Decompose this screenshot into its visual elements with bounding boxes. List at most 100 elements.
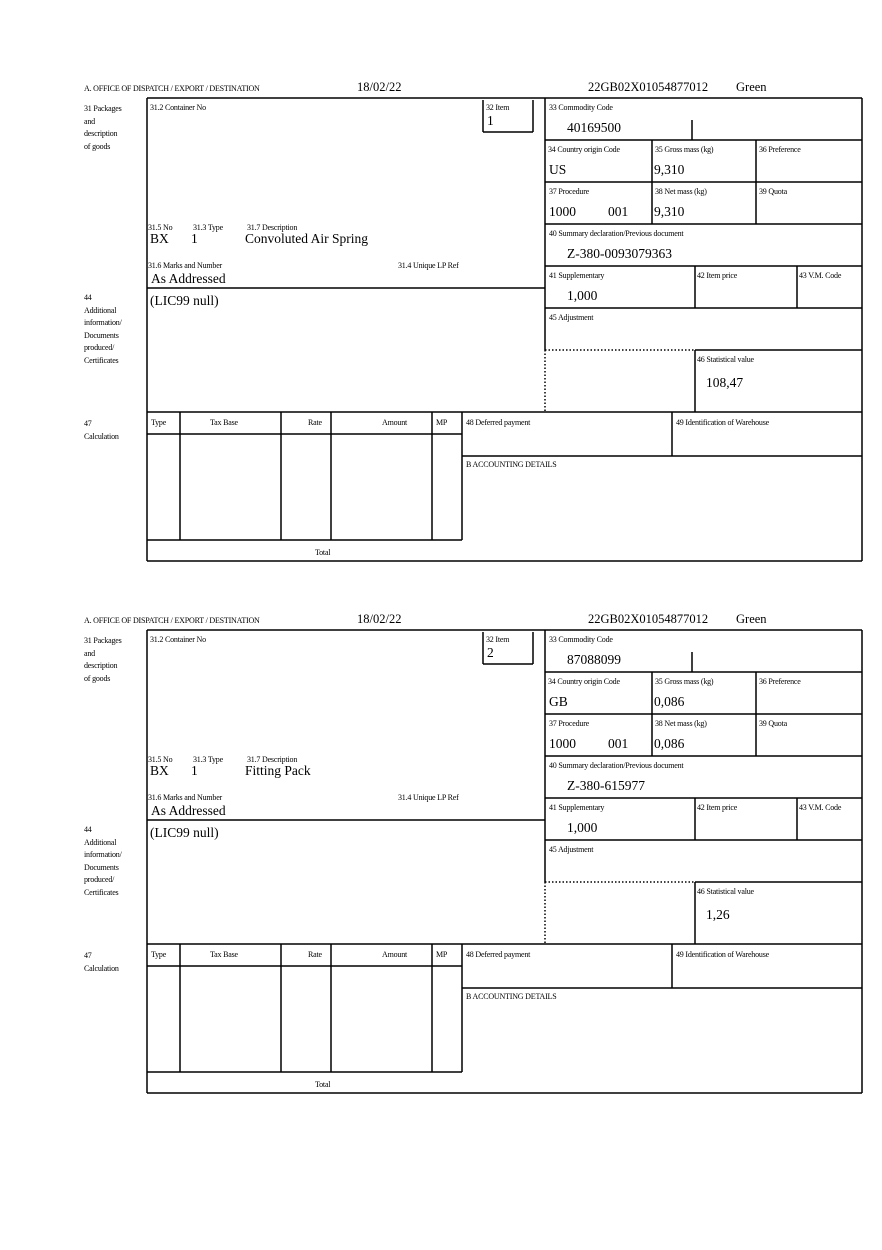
adjustment-label: 45 Adjustment [549,313,594,322]
unique-ref-label: 31.4 Unique LP Ref [398,793,459,802]
summary-doc-value: Z-380-0093079363 [567,246,672,261]
adjustment-label: 45 Adjustment [549,845,594,854]
procedure-value: 1000 [549,204,576,219]
summary-declaration-label: 40 Summary declaration/Previous document [549,761,684,770]
country-origin-label: 34 Country origin Code [548,677,620,686]
net-mass-label: 38 Net mass (kg) [655,187,707,196]
pkg-type-value: 1 [191,231,198,246]
route-value: Green [736,80,767,94]
pkg-no-label: 31.5 No [148,223,173,232]
statistical-value-label: 46 Statistical value [697,887,754,896]
supplementary-label: 41 Supplementary [549,803,605,812]
route-value: Green [736,612,767,626]
calc-tax-base-header: Tax Base [210,950,238,959]
country-origin-value: GB [549,694,568,709]
statistical-value-label: 46 Statistical value [697,355,754,364]
description-value: Convoluted Air Spring [245,231,369,246]
summary-declaration-label: 40 Summary declaration/Previous document [549,229,684,238]
gross-mass-value: 9,310 [654,162,685,177]
form-grid-lines [146,97,863,562]
calc-type-header: Type [151,418,167,427]
unique-ref-label: 31.4 Unique LP Ref [398,261,459,270]
procedure-extra-value: 001 [608,204,629,219]
calculation-label: 47 Calculation [84,419,119,441]
country-origin-value: US [549,162,567,177]
quota-label: 39 Quota [759,187,787,196]
item-label: 32 Item [486,103,510,112]
commodity-code-value: 87088099 [567,652,621,667]
commodity-code-label: 33 Commodity Code [549,635,613,644]
statistical-value: 1,26 [706,907,730,922]
item-value: 2 [487,645,494,660]
statistical-value: 108,47 [706,375,744,390]
accounting-details-label: B ACCOUNTING DETAILS [466,460,557,469]
form-grid-lines [146,629,863,1094]
pkg-type-value: 1 [191,763,198,778]
commodity-code-label: 33 Commodity Code [549,103,613,112]
additional-info-label: 44 Additional information/ Documents pro… [84,293,122,365]
warehouse-id-label: 49 Identification of Warehouse [676,418,769,427]
marks-value: As Addressed [151,271,226,286]
calc-mp-header: MP [436,950,448,959]
calc-mp-header: MP [436,418,448,427]
marks-label: 31.6 Marks and Number [148,793,223,802]
gross-mass-label: 35 Gross mass (kg) [655,145,714,154]
net-mass-value: 9,310 [654,204,685,219]
net-mass-value: 0,086 [654,736,685,751]
marks-value: As Addressed [151,803,226,818]
preference-label: 36 Preference [759,145,801,154]
commodity-code-value: 40169500 [567,120,621,135]
header-office-label: A. OFFICE OF DISPATCH / EXPORT / DESTINA… [84,84,260,93]
calc-amount-header: Amount [382,418,408,427]
item-price-label: 42 Item price [697,271,738,280]
reference-value: 22GB02X01054877012 [588,612,709,626]
country-origin-label: 34 Country origin Code [548,145,620,154]
additional-info-value: (LIC99 null) [150,293,219,308]
procedure-extra-value: 001 [608,736,629,751]
net-mass-label: 38 Net mass (kg) [655,719,707,728]
accounting-details-label: B ACCOUNTING DETAILS [466,992,557,1001]
date-value: 18/02/22 [357,80,402,94]
vm-code-label: 43 V.M. Code [799,271,842,280]
total-label: Total [315,548,331,557]
preference-label: 36 Preference [759,677,801,686]
procedure-label: 37 Procedure [549,187,590,196]
pkg-type-label: 31.3 Type [193,755,223,764]
item-price-label: 42 Item price [697,803,738,812]
calc-type-header: Type [151,950,167,959]
container-no-label: 31.2 Container No [150,635,206,644]
supplementary-value: 1,000 [567,288,598,303]
supplementary-label: 41 Supplementary [549,271,605,280]
additional-info-label: 44 Additional information/ Documents pro… [84,825,122,897]
item-label: 32 Item [486,635,510,644]
container-no-label: 31.2 Container No [150,103,206,112]
calculation-label: 47 Calculation [84,951,119,973]
calc-tax-base-header: Tax Base [210,418,238,427]
procedure-label: 37 Procedure [549,719,590,728]
gross-mass-label: 35 Gross mass (kg) [655,677,714,686]
item-value: 1 [487,113,494,128]
marks-label: 31.6 Marks and Number [148,261,223,270]
reference-value: 22GB02X01054877012 [588,80,709,94]
vm-code-label: 43 V.M. Code [799,803,842,812]
warehouse-id-label: 49 Identification of Warehouse [676,950,769,959]
deferred-payment-label: 48 Deferred payment [466,418,531,427]
calc-rate-header: Rate [308,418,322,427]
procedure-value: 1000 [549,736,576,751]
header-office-label: A. OFFICE OF DISPATCH / EXPORT / DESTINA… [84,616,260,625]
description-label: 31.7 Description [247,223,298,232]
gross-mass-value: 0,086 [654,694,685,709]
description-value: Fitting Pack [245,763,311,778]
deferred-payment-label: 48 Deferred payment [466,950,531,959]
pkg-type-label: 31.3 Type [193,223,223,232]
calc-amount-header: Amount [382,950,408,959]
declaration-form-2: A. OFFICE OF DISPATCH / EXPORT / DESTINA… [0,612,882,1112]
quota-label: 39 Quota [759,719,787,728]
declaration-form-1: A. OFFICE OF DISPATCH / EXPORT / DESTINA… [0,80,882,580]
packages-label: 31 Packages and description of goods [84,104,122,151]
pkg-no-value: BX [150,763,169,778]
date-value: 18/02/22 [357,612,402,626]
description-label: 31.7 Description [247,755,298,764]
total-label: Total [315,1080,331,1089]
pkg-no-value: BX [150,231,169,246]
